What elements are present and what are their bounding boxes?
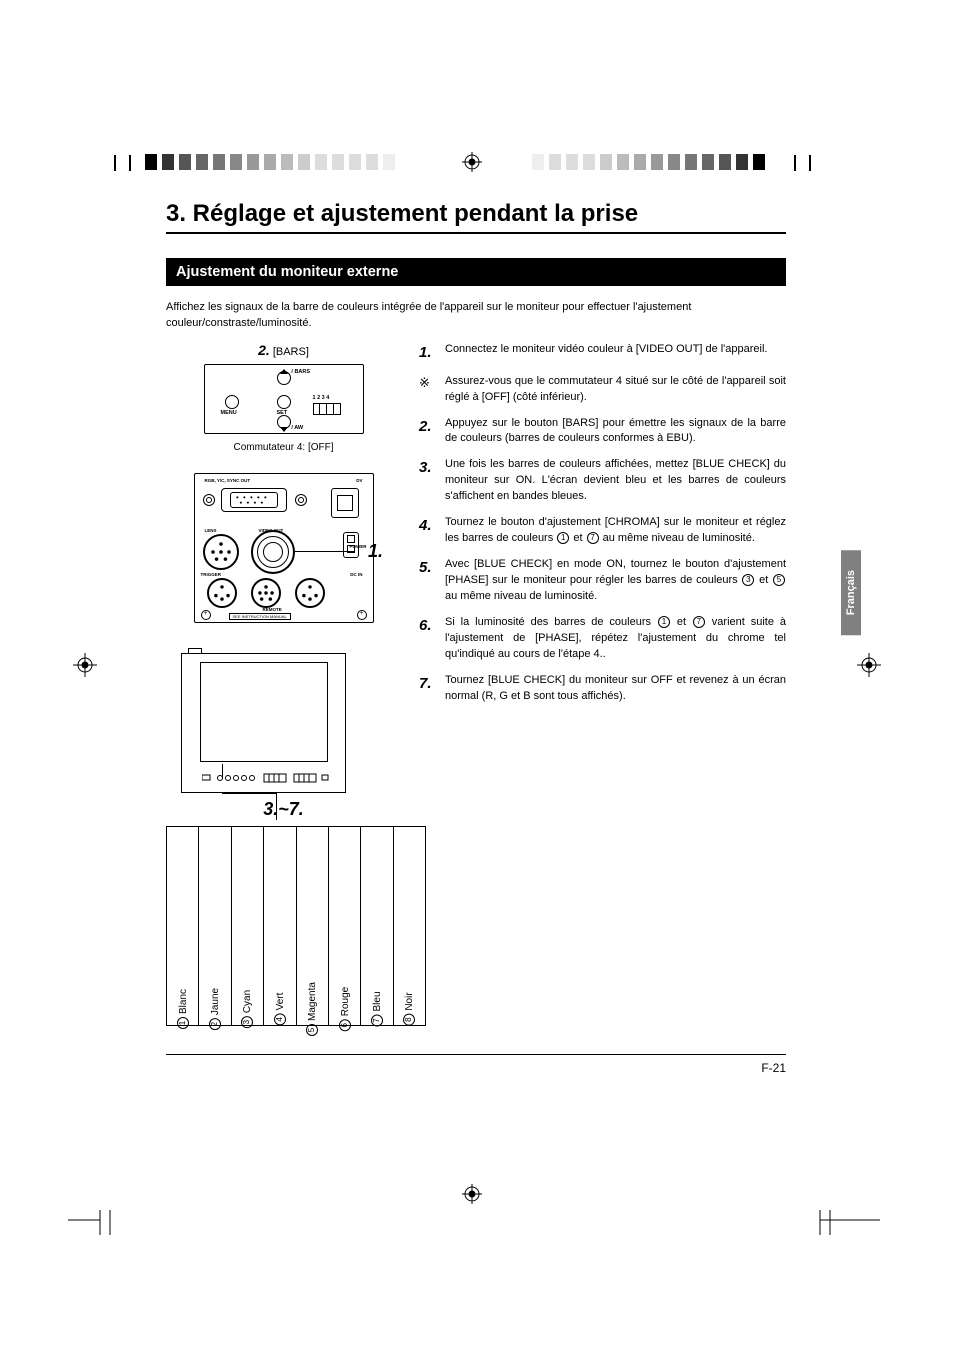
step-number: 7.	[419, 673, 437, 705]
rear-panel-diagram: RGB, Y/C, SYNC OUT DV	[194, 473, 374, 623]
step-number: 6.	[419, 615, 437, 663]
page-title: 3. Réglage et ajustement pendant la pris…	[166, 200, 786, 228]
color-bar-cell: 4 Vert	[264, 827, 296, 1025]
reg-left-icon	[70, 650, 100, 680]
color-name: Bleu	[371, 991, 382, 1011]
color-index-icon: 6	[339, 1019, 351, 1031]
color-bar-cell: 8 Noir	[394, 827, 425, 1025]
step-item: 7.Tournez [BLUE CHECK] du moniteur sur O…	[419, 673, 786, 705]
monitor-diagram	[181, 653, 346, 793]
step-item: 4.Tournez le bouton d'ajustement [CHROMA…	[419, 515, 786, 547]
step-2-num: 2.	[258, 342, 270, 358]
color-index-icon: 3	[241, 1016, 253, 1028]
step-text: Si la luminosité des barres de couleurs …	[445, 615, 786, 663]
color-index-icon: 8	[403, 1014, 415, 1026]
step-range-label: 3.~7.	[166, 799, 401, 820]
top-control-panel: / BARS MENU SET / AW 1 2 3 4	[204, 364, 364, 434]
step-text: Appuyez sur le bouton [BARS] pour émettr…	[445, 416, 786, 448]
color-index-icon: 7	[371, 1014, 383, 1026]
subheading: Ajustement du moniteur externe	[166, 258, 786, 286]
intro-text: Affichez les signaux de la barre de coul…	[166, 300, 786, 332]
color-name: Noir	[404, 992, 415, 1010]
note-mark-icon: ※	[419, 374, 437, 406]
color-index-icon: 1	[177, 1017, 189, 1029]
color-name: Blanc	[177, 989, 188, 1014]
color-name: Magenta	[307, 982, 318, 1021]
step-text: Tournez le bouton d'ajustement [CHROMA] …	[445, 515, 786, 547]
step-number: 4.	[419, 515, 437, 547]
step-text: Tournez [BLUE CHECK] du moniteur sur OFF…	[445, 673, 786, 705]
inline-circled-num-icon: 5	[773, 574, 785, 586]
page-footer: F-21	[166, 1054, 786, 1075]
color-bar-cell: 3 Cyan	[232, 827, 264, 1025]
color-bar-cell: 6Rouge	[329, 827, 361, 1025]
inline-circled-num-icon: 3	[742, 574, 754, 586]
step-number: 2.	[419, 416, 437, 448]
step-text: Connectez le moniteur vidéo couleur à [V…	[445, 342, 767, 364]
inline-circled-num-icon: 1	[658, 616, 670, 628]
bars-callout: 2. [BARS]	[166, 342, 401, 358]
crop-marks-bottom	[0, 1180, 954, 1210]
color-name: Cyan	[242, 990, 253, 1013]
step-item: 2.Appuyez sur le bouton [BARS] pour émet…	[419, 416, 786, 448]
callout-1: 1.	[368, 541, 383, 562]
step-number: 3.	[419, 457, 437, 505]
inline-circled-num-icon: 7	[587, 532, 599, 544]
color-bar-cell: 5Magenta	[297, 827, 329, 1025]
color-name: Rouge	[339, 987, 350, 1016]
color-bar-cell: 2Jaune	[199, 827, 231, 1025]
inline-circled-num-icon: 1	[557, 532, 569, 544]
step-item: ※Assurez-vous que le commutateur 4 situé…	[419, 374, 786, 406]
color-bar-cell: 7 Bleu	[361, 827, 393, 1025]
step-number: 1.	[419, 342, 437, 364]
step-item: 5.Avec [BLUE CHECK] en mode ON, tournez …	[419, 557, 786, 605]
crop-marks-top	[0, 148, 954, 178]
reg-right-icon	[854, 650, 884, 680]
inline-circled-num-icon: 7	[693, 616, 705, 628]
color-name: Vert	[274, 992, 285, 1010]
step-text: Une fois les barres de couleurs affichée…	[445, 457, 786, 505]
color-index-icon: 4	[274, 1013, 286, 1025]
step-item: 1. Connectez le moniteur vidéo couleur à …	[419, 342, 786, 364]
step-item: 3.Une fois les barres de couleurs affich…	[419, 457, 786, 505]
commutateur-label: Commutateur 4: [OFF]	[166, 442, 401, 453]
color-index-icon: 2	[209, 1018, 221, 1030]
step-number: 5.	[419, 557, 437, 605]
color-bars-chart: 1Blanc2Jaune3Cyan4Vert5Magenta6Rouge7Ble…	[166, 826, 426, 1026]
color-name: Jaune	[210, 988, 221, 1015]
step-text: Assurez-vous que le commutateur 4 situé …	[445, 374, 786, 406]
steps-list: 1. Connectez le moniteur vidéo couleur à …	[419, 342, 786, 705]
language-tab: Français	[841, 550, 861, 635]
step-item: 6.Si la luminosité des barres de couleur…	[419, 615, 786, 663]
color-bar-cell: 1Blanc	[167, 827, 199, 1025]
color-index-icon: 5	[306, 1024, 318, 1036]
step-2-label: [BARS]	[273, 346, 309, 358]
step-text: Avec [BLUE CHECK] en mode ON, tournez le…	[445, 557, 786, 605]
